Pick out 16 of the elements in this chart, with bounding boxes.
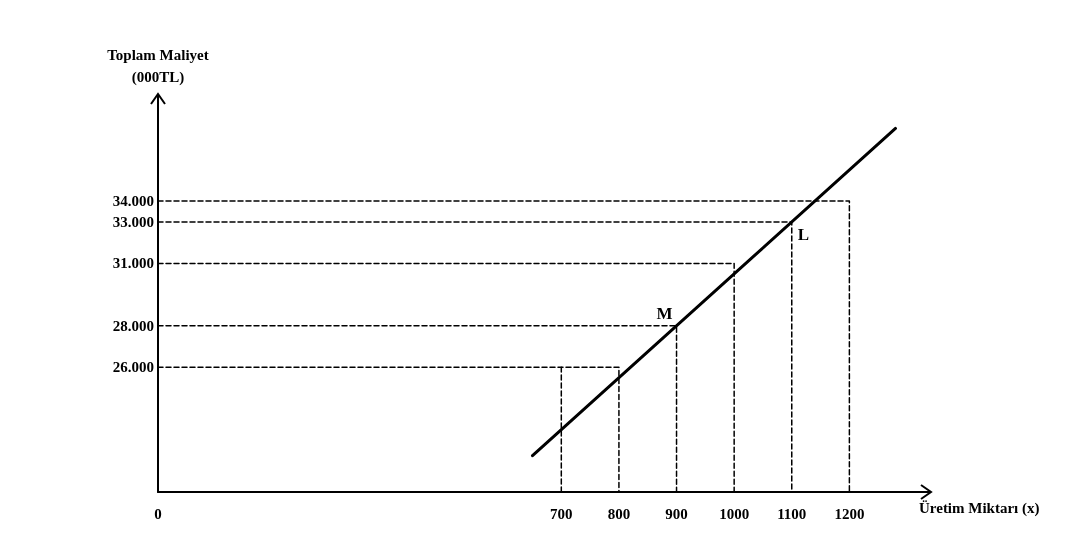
annotation: M	[656, 303, 673, 323]
x-tick-label: 700	[550, 505, 573, 522]
annotation: L	[797, 224, 810, 244]
x-tick-label: 0	[154, 505, 162, 522]
y-axis-title: Toplam Maliyet (000TL)	[107, 47, 209, 86]
y-tick-label: 31.000	[112, 255, 154, 272]
x-tick-label: 900	[665, 505, 688, 522]
y-tick-label: 26.000	[112, 359, 154, 376]
x-tick-label: 1200	[834, 505, 865, 522]
x-tick-label: 800	[607, 505, 631, 522]
x-tick-label: 1100	[777, 505, 807, 522]
y-tick-label: 33.000	[112, 213, 154, 230]
x-axis-title: Üretim Miktarı (x)	[919, 499, 1040, 517]
y-tick-label: 28.000	[112, 317, 154, 334]
y-tick-label: 34.000	[112, 193, 154, 210]
x-tick-label: 1000	[719, 505, 750, 522]
